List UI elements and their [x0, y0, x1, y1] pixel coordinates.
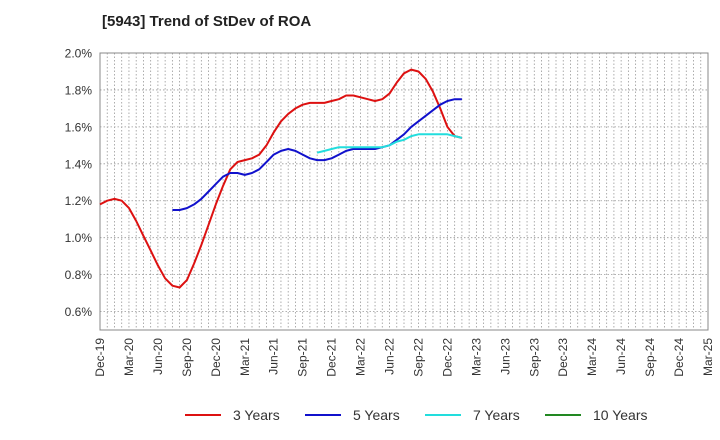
legend-swatch: [545, 414, 581, 416]
x-tick-label: Sep-21: [296, 338, 310, 377]
y-tick-label: 1.8%: [65, 83, 93, 97]
x-tick-label: Sep-22: [411, 338, 425, 377]
chart-title: [5943] Trend of StDev of ROA: [102, 13, 312, 30]
x-tick-label: Jun-23: [498, 338, 512, 375]
y-tick-label: 1.6%: [65, 120, 93, 134]
x-tick-label: Dec-23: [556, 338, 570, 377]
x-axis-ticks: Dec-19 Mar-20 Jun-20 Sep-20 Dec-20 Mar-21 Jun-…: [93, 338, 715, 377]
y-tick-label: 1.4%: [65, 157, 93, 171]
x-tick-label: Dec-19: [93, 338, 107, 377]
legend-swatch: [305, 414, 341, 416]
grid: [99, 52, 709, 330]
x-tick-label: Dec-24: [672, 338, 686, 377]
y-tick-label: 1.0%: [65, 231, 93, 245]
y-tick-label: 1.2%: [65, 194, 93, 208]
y-tick-label: 2.0%: [65, 47, 93, 61]
legend-label: 7 Years: [473, 407, 520, 423]
series-line-5-years: [172, 98, 462, 211]
x-tick-label: Dec-20: [209, 338, 223, 377]
legend-item: 3 Years: [185, 405, 280, 425]
x-tick-label: Mar-24: [585, 338, 599, 376]
x-tick-label: Mar-21: [238, 338, 252, 376]
plot-area: [99, 52, 709, 331]
legend-label: 10 Years: [593, 407, 648, 423]
x-tick-label: Sep-20: [180, 338, 194, 377]
y-tick-label: 0.6%: [65, 305, 93, 319]
y-axis-ticks: 0.6% 0.8% 1.0% 1.2% 1.4% 1.6% 1.8% 2.0%: [65, 47, 93, 320]
legend-swatch: [425, 414, 461, 416]
x-tick-label: Mar-23: [469, 338, 483, 376]
x-tick-label: Dec-21: [325, 338, 339, 377]
legend-label: 5 Years: [353, 407, 400, 423]
x-tick-label: Sep-24: [643, 338, 657, 377]
series-lines: [99, 68, 463, 289]
y-tick-label: 0.8%: [65, 268, 93, 282]
x-tick-label: Mar-20: [122, 338, 136, 376]
x-tick-label: Jun-21: [267, 338, 281, 375]
x-tick-label: Jun-22: [383, 338, 397, 375]
legend-label: 3 Years: [233, 407, 280, 423]
legend-swatch: [185, 414, 221, 416]
series-line-3-years: [99, 68, 463, 289]
x-tick-label: Jun-20: [151, 338, 165, 375]
legend-item: 10 Years: [545, 405, 648, 425]
series-line-7-years: [316, 133, 463, 154]
legend: 3 Years 5 Years 7 Years 10 Years: [0, 405, 720, 425]
legend-item: 7 Years: [425, 405, 520, 425]
x-tick-label: Jun-24: [614, 338, 628, 375]
x-tick-label: Dec-22: [440, 338, 454, 377]
legend-item: 5 Years: [305, 405, 400, 425]
x-tick-label: Sep-23: [527, 338, 541, 377]
x-tick-label: Mar-22: [354, 338, 368, 376]
x-tick-label: Mar-25: [701, 338, 715, 376]
